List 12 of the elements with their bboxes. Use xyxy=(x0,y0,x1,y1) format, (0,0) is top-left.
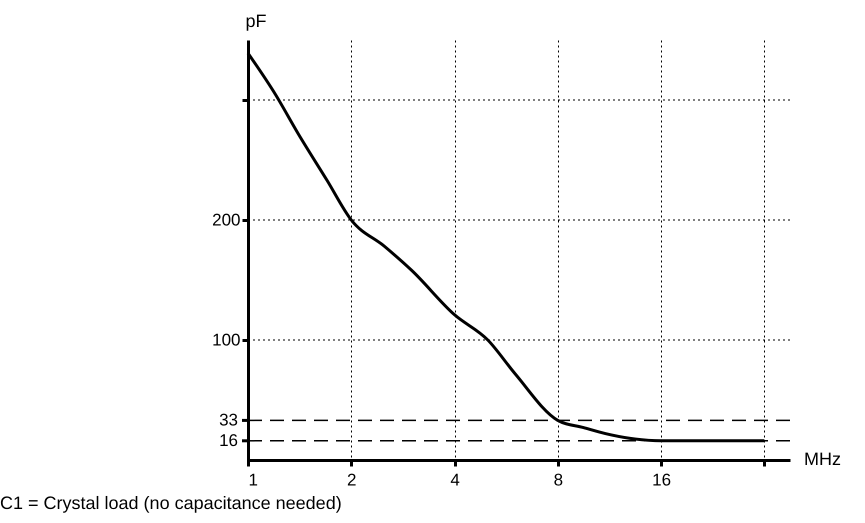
x-tick-label: 8 xyxy=(554,470,564,490)
x-tick-label: 16 xyxy=(652,470,672,490)
y-tick-label: 100 xyxy=(212,330,240,350)
x-tick-label: 1 xyxy=(248,470,258,490)
text: C1 = Crystal load (no capacitance needed) xyxy=(0,493,342,513)
y-axis-title: pF xyxy=(245,11,267,31)
ref-line-label: 16 xyxy=(219,430,238,450)
x-axis-title: MHz xyxy=(804,449,841,469)
x-tick-label: 2 xyxy=(347,470,357,490)
y-tick-label: 200 xyxy=(212,210,240,230)
ref-line-label: 33 xyxy=(219,410,238,430)
x-tick-label: 4 xyxy=(450,470,460,490)
